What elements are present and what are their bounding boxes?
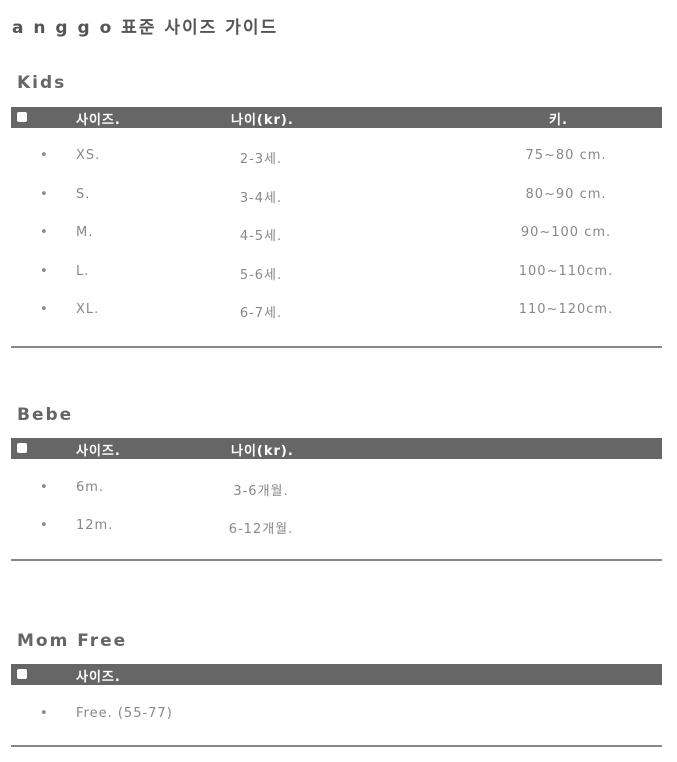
table-cell: 75~80 cm. (525, 148, 607, 163)
table-cell: L. (76, 264, 90, 279)
table-row: • S. 3-4세. 80~90 cm. (0, 187, 677, 207)
table-row: • Free. (55-77) (0, 706, 677, 726)
table-cell: 3-6개월. (233, 484, 289, 499)
bullet-icon: • (40, 480, 49, 495)
table-cell: S. (76, 187, 91, 202)
column-header: 사이즈. (76, 444, 121, 459)
table-row: • 6m. 3-6개월. (0, 480, 677, 500)
column-header: 나이(kr). (231, 444, 294, 459)
bullet-icon: • (40, 187, 49, 202)
section-title-bebe: Bebe (17, 405, 74, 425)
section-divider (11, 559, 662, 561)
bullet-icon: • (40, 148, 49, 163)
table-row: • M. 4-5세. 90~100 cm. (0, 225, 677, 245)
checkbox-icon (17, 669, 27, 679)
table-cell: 80~90 cm. (525, 187, 607, 202)
section-divider (11, 745, 662, 747)
table-cell: M. (76, 225, 94, 240)
bullet-icon: • (40, 518, 49, 533)
bullet-icon: • (40, 302, 49, 317)
table-header-kids: 사이즈. 나이(kr). 키. (11, 107, 662, 128)
column-header: 사이즈. (76, 670, 121, 685)
table-cell: 110~120cm. (518, 302, 614, 317)
bullet-icon: • (40, 225, 49, 240)
table-cell: 12m. (76, 518, 114, 533)
table-cell: 3-4세. (239, 191, 283, 206)
section-title-kids: Kids (17, 73, 67, 93)
table-row: • XS. 2-3세. 75~80 cm. (0, 148, 677, 168)
bullet-icon: • (40, 706, 49, 721)
section-title-mom: Mom Free (17, 631, 128, 651)
table-cell: 90~100 cm. (520, 225, 612, 240)
section-divider (11, 346, 662, 348)
table-cell: XS. (76, 148, 101, 163)
column-header: 나이(kr). (231, 113, 294, 128)
table-cell: 2-3세. (239, 152, 283, 167)
table-cell: 6-12개월. (228, 522, 294, 537)
table-header-mom: 사이즈. (11, 664, 662, 685)
table-cell: 6m. (76, 480, 105, 495)
bullet-icon: • (40, 264, 49, 279)
table-header-bebe: 사이즈. 나이(kr). (11, 438, 662, 459)
table-cell: 4-5세. (239, 229, 283, 244)
table-cell: XL. (76, 302, 100, 317)
table-row: • XL. 6-7세. 110~120cm. (0, 302, 677, 322)
table-row: • L. 5-6세. 100~110cm. (0, 264, 677, 284)
table-cell: 6-7세. (239, 306, 283, 321)
table-cell: 100~110cm. (518, 264, 614, 279)
column-header: 키. (549, 113, 568, 128)
checkbox-icon (17, 443, 27, 453)
table-row: • 12m. 6-12개월. (0, 518, 677, 538)
table-cell: 5-6세. (239, 268, 283, 283)
checkbox-icon (17, 112, 27, 122)
page-title: a n g g o 표준 사이즈 가이드 (12, 18, 279, 38)
table-cell: Free. (55-77) (76, 706, 173, 721)
column-header: 사이즈. (76, 113, 121, 128)
